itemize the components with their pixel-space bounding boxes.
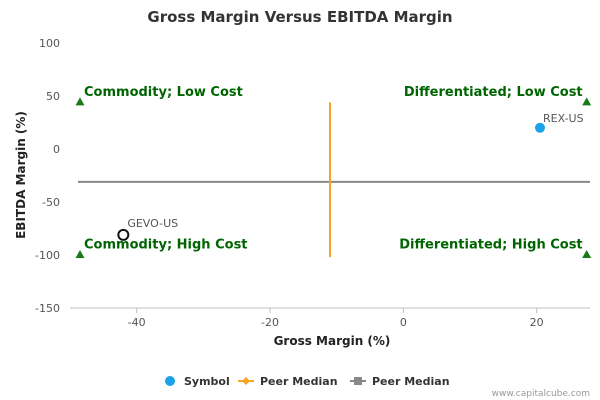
y-tick-label: 50 xyxy=(46,90,60,103)
quadrant-label: Differentiated; High Cost xyxy=(399,238,582,253)
chart-title: Gross Margin Versus EBITDA Margin xyxy=(147,8,452,26)
y-tick-label: -50 xyxy=(42,196,60,209)
data-point-label: REX-US xyxy=(543,112,584,125)
y-tick-label: 100 xyxy=(39,37,60,50)
x-axis-title: Gross Margin (%) xyxy=(274,334,391,348)
quadrant-label: Commodity; Low Cost xyxy=(84,85,243,100)
legend-label: Symbol xyxy=(184,375,230,388)
x-tick-label: 0 xyxy=(400,316,407,329)
legend-label: Peer Median xyxy=(260,375,338,388)
quadrant-marker-triangle xyxy=(75,250,85,258)
quadrant-label: Differentiated; Low Cost xyxy=(404,85,583,100)
axes: -40 -20 0 20 100 50 0 -50 -100 -150 xyxy=(35,37,590,329)
legend-label: Peer Median xyxy=(372,375,450,388)
legend-diamond-icon xyxy=(242,377,250,385)
quadrant-marker-triangle xyxy=(582,97,592,106)
legend: Symbol Peer Median Peer Median xyxy=(165,375,450,388)
x-tick-label: -40 xyxy=(128,316,146,329)
quadrant-labels: Commodity; Low Cost Differentiated; Low C… xyxy=(75,85,592,258)
data-point-rex-us xyxy=(535,122,545,133)
data-points: REX-US GEVO-US xyxy=(117,112,584,241)
data-point-label: GEVO-US xyxy=(127,217,178,230)
y-tick-label: -150 xyxy=(35,302,60,315)
y-axis-title: EBITDA Margin (%) xyxy=(14,111,28,239)
legend-square-icon xyxy=(354,377,362,385)
x-tick-label: 20 xyxy=(530,316,544,329)
legend-symbol-icon xyxy=(165,376,175,386)
x-tick-label: -20 xyxy=(261,316,279,329)
data-point-gevo-us xyxy=(117,228,130,241)
quadrant-label: Commodity; High Cost xyxy=(84,238,248,253)
y-tick-label: -100 xyxy=(35,249,60,262)
y-tick-label: 0 xyxy=(53,143,60,156)
quadrant-marker-triangle xyxy=(582,250,592,258)
reference-lines xyxy=(78,102,590,258)
quadrant-marker-triangle xyxy=(75,97,85,106)
credit-text: www.capitalcube.com xyxy=(492,389,590,399)
